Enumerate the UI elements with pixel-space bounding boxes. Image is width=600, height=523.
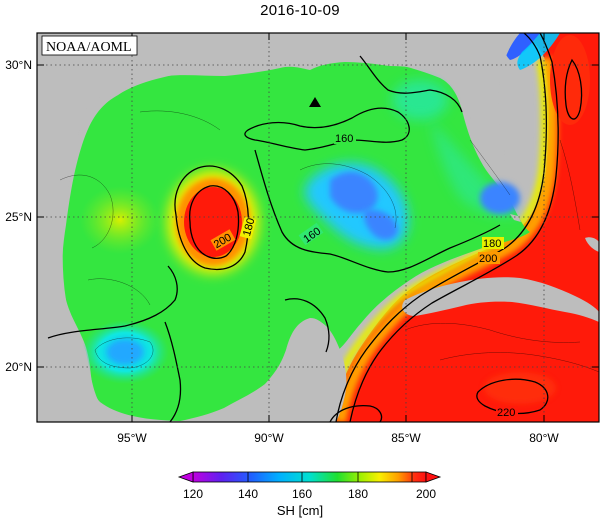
lon-label-90w: 90°W xyxy=(254,431,284,445)
contour-160-north xyxy=(244,107,410,151)
contour-200-loop xyxy=(349,33,559,422)
contour-220-east xyxy=(564,58,583,120)
map-plot-area: 160 160 180 200 180 200 220 xyxy=(37,33,599,422)
graticule xyxy=(37,33,599,422)
warm-current-region xyxy=(330,33,599,422)
cold-eddy-core xyxy=(330,171,378,214)
colorbar-min-arrow xyxy=(177,471,194,483)
contour-lines-minor xyxy=(59,110,599,373)
contour-label-220-caribbean: 220 xyxy=(497,407,515,419)
colorbar: 120 140 160 180 200 xyxy=(177,471,442,501)
contour-label-160-north: 160 xyxy=(335,133,353,145)
map-title: 2016-10-09 xyxy=(260,2,340,19)
colorbar-tick-200: 200 xyxy=(416,487,436,501)
colorbar-tick-160: 160 xyxy=(292,487,312,501)
contour-label-200-loop: 200 xyxy=(479,253,497,265)
contour-200-caribbean-south xyxy=(329,404,383,422)
colorbar-title: SH [cm] xyxy=(276,503,324,518)
colorbar-ramp xyxy=(192,471,427,483)
axis-ticks xyxy=(37,33,599,422)
lon-label-80w: 80°W xyxy=(529,431,559,445)
contour-200-eddy xyxy=(189,185,240,259)
lat-label-30n: 30°N xyxy=(5,58,32,72)
colorbar-tick-180: 180 xyxy=(348,487,368,501)
buoy-triangle-marker xyxy=(309,97,321,107)
contour-labels: 160 160 180 200 180 200 220 xyxy=(210,132,518,419)
credit-box xyxy=(41,35,138,56)
contour-label-180-eddy: 180 xyxy=(241,217,257,238)
colorbar-max-arrow xyxy=(425,471,442,483)
colorbar-tick-140: 140 xyxy=(238,487,258,501)
lon-label-95w: 95°W xyxy=(117,431,147,445)
land-bahamas xyxy=(585,237,599,252)
cold-eddy-florida xyxy=(480,182,520,214)
contour-160-southwest xyxy=(164,321,182,422)
lon-label-85w: 85°W xyxy=(391,431,421,445)
land-mexico xyxy=(37,96,140,422)
gulf-basin xyxy=(62,57,530,421)
land-cuba xyxy=(402,277,599,322)
loop-current-yellow xyxy=(322,59,548,422)
colorbar-tick-120: 120 xyxy=(183,487,203,501)
contour-160-north-east xyxy=(359,55,463,113)
credit-label: NOAA/AOML xyxy=(46,40,132,55)
contour-160-basin-south xyxy=(284,298,330,353)
map-frame xyxy=(36,32,600,423)
land-usa xyxy=(37,33,520,172)
lat-label-25n: 25°N xyxy=(5,210,32,224)
contour-220-caribbean xyxy=(476,378,549,415)
contour-180-loop xyxy=(335,33,547,422)
land-florida-keys xyxy=(510,214,521,222)
contour-label-180-loop: 180 xyxy=(483,238,501,250)
lat-label-20n: 20°N xyxy=(5,360,32,374)
contour-160-central xyxy=(254,149,501,273)
land-yucatan xyxy=(180,320,347,422)
contour-160-south xyxy=(47,265,178,339)
